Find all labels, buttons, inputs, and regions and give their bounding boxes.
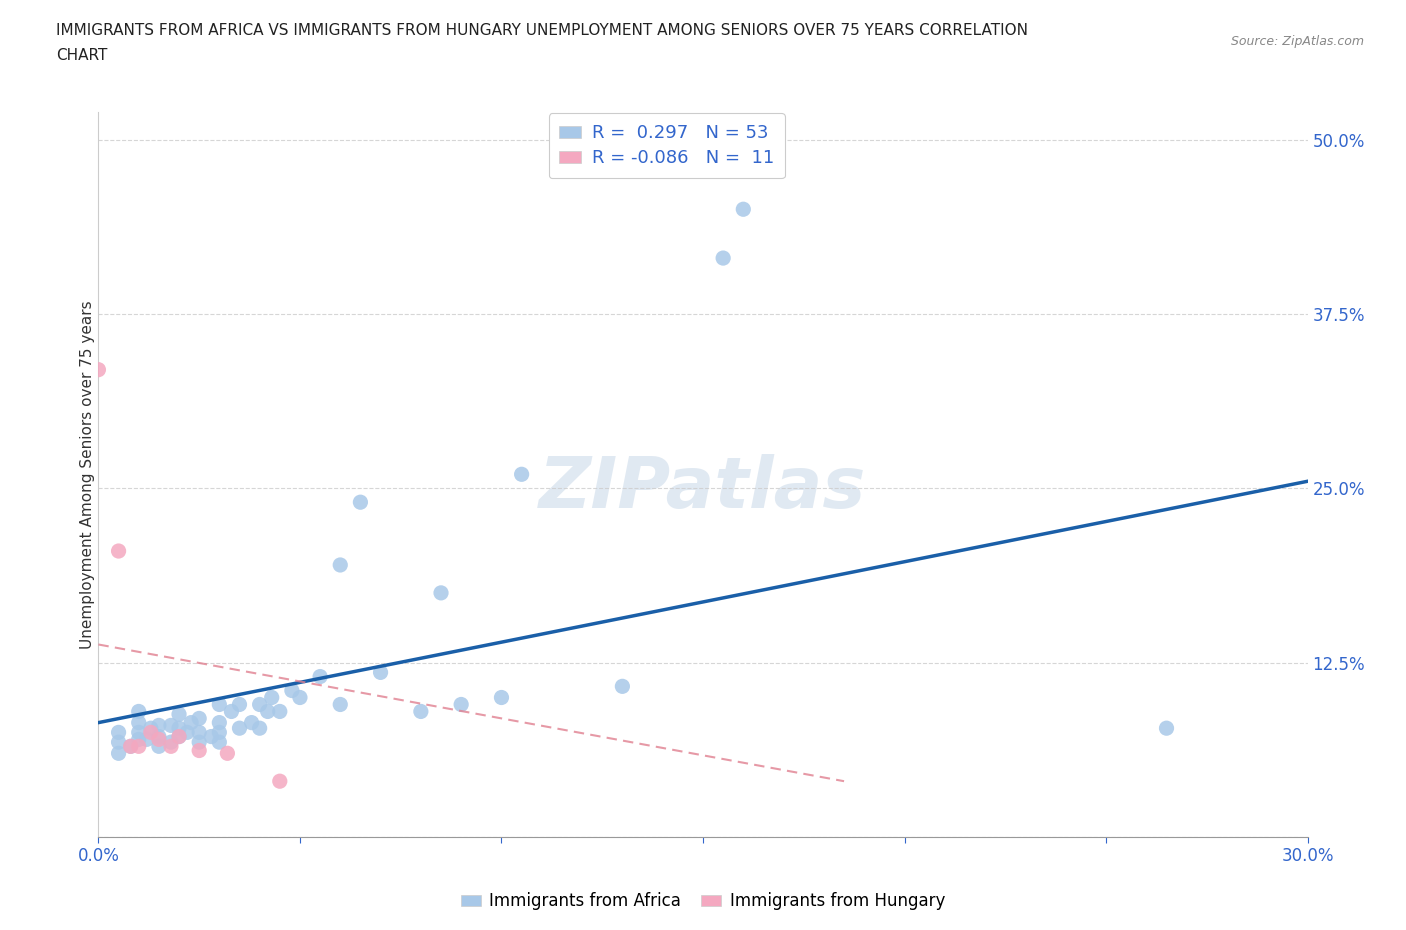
Text: CHART: CHART [56, 48, 108, 63]
Point [249, 721, 271, 736]
Point [491, 690, 513, 705]
Point [128, 738, 150, 753]
Point [349, 495, 371, 510]
Point [221, 704, 243, 719]
Point [148, 732, 170, 747]
Text: ZIPatlas: ZIPatlas [540, 455, 866, 524]
Point [217, 746, 239, 761]
Point [148, 729, 170, 744]
Point [87, 363, 110, 378]
Point [120, 738, 142, 753]
Point [160, 738, 183, 753]
Point [409, 704, 432, 719]
Point [160, 735, 183, 750]
Legend: Immigrants from Africa, Immigrants from Hungary: Immigrants from Africa, Immigrants from … [454, 885, 952, 917]
Point [711, 251, 734, 266]
Point [160, 718, 183, 733]
Point [167, 707, 190, 722]
Point [612, 679, 634, 694]
Point [370, 665, 392, 680]
Point [188, 735, 211, 750]
Point [249, 698, 271, 712]
Point [430, 586, 453, 601]
Y-axis label: Unemployment Among Seniors over 75 years: Unemployment Among Seniors over 75 years [80, 300, 94, 648]
Point [107, 544, 129, 559]
Legend: R =  0.297   N = 53, R = -0.086   N =  11: R = 0.297 N = 53, R = -0.086 N = 11 [548, 113, 785, 179]
Point [120, 738, 142, 753]
Point [188, 725, 211, 740]
Point [167, 729, 190, 744]
Point [208, 735, 231, 750]
Point [329, 558, 352, 573]
Point [733, 202, 755, 217]
Point [309, 670, 332, 684]
Text: IMMIGRANTS FROM AFRICA VS IMMIGRANTS FROM HUNGARY UNEMPLOYMENT AMONG SENIORS OVE: IMMIGRANTS FROM AFRICA VS IMMIGRANTS FRO… [56, 23, 1028, 38]
Point [240, 715, 263, 730]
Point [128, 715, 150, 730]
Point [269, 704, 291, 719]
Point [135, 732, 157, 747]
Point [1156, 721, 1178, 736]
Point [208, 698, 231, 712]
Point [107, 725, 129, 740]
Point [288, 690, 311, 705]
Point [228, 721, 250, 736]
Point [180, 715, 202, 730]
Point [167, 729, 190, 744]
Point [329, 698, 352, 712]
Point [176, 725, 198, 740]
Point [128, 732, 150, 747]
Point [139, 721, 162, 736]
Point [107, 735, 129, 750]
Point [208, 725, 231, 740]
Point [256, 704, 278, 719]
Point [200, 729, 222, 744]
Point [148, 738, 170, 753]
Point [107, 746, 129, 761]
Text: Source: ZipAtlas.com: Source: ZipAtlas.com [1230, 35, 1364, 48]
Point [188, 711, 211, 726]
Point [128, 725, 150, 740]
Point [148, 718, 170, 733]
Point [208, 715, 231, 730]
Point [139, 725, 162, 740]
Point [260, 690, 283, 705]
Point [510, 467, 533, 482]
Point [281, 684, 304, 698]
Point [450, 698, 472, 712]
Point [167, 721, 190, 736]
Point [128, 704, 150, 719]
Point [269, 774, 291, 789]
Point [188, 743, 211, 758]
Point [228, 698, 250, 712]
